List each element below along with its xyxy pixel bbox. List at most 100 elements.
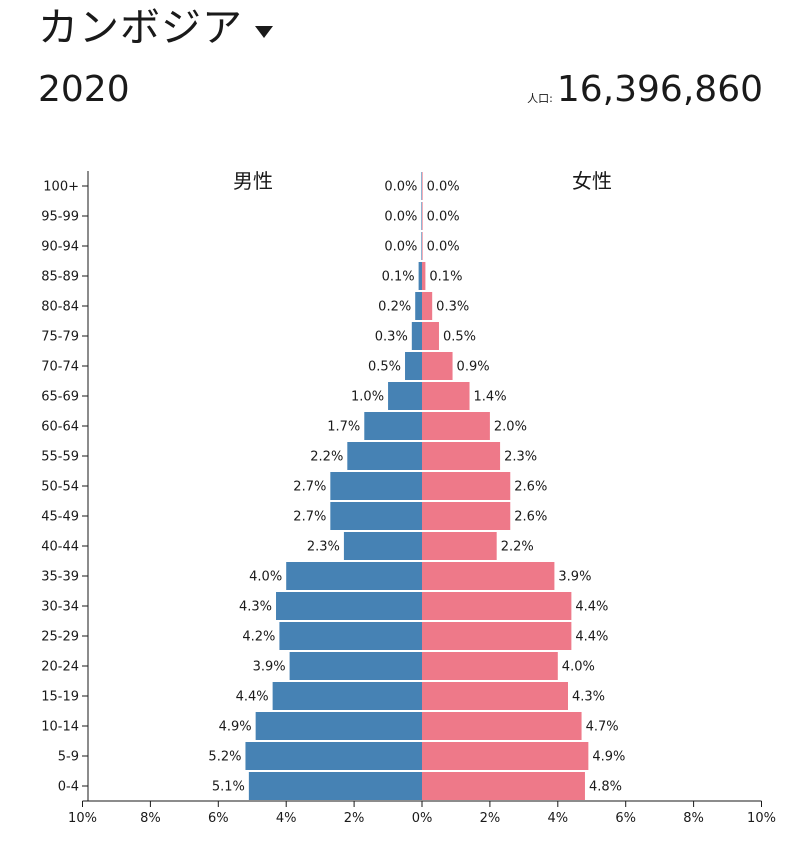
male-bar bbox=[248, 772, 422, 800]
age-group-label: 65-69 bbox=[41, 390, 79, 405]
age-group-label: 20-24 bbox=[41, 660, 79, 675]
female-legend-label: 女性 bbox=[572, 169, 612, 193]
age-group-label: 60-64 bbox=[41, 420, 79, 435]
x-tick-label: 4% bbox=[547, 811, 568, 826]
female-bar bbox=[422, 202, 423, 230]
male-value-label: 1.0% bbox=[351, 390, 384, 405]
male-bar bbox=[286, 562, 422, 590]
male-bar bbox=[272, 682, 422, 710]
male-bar bbox=[276, 592, 422, 620]
age-group-label: 75-79 bbox=[41, 330, 79, 345]
female-bar bbox=[422, 412, 490, 440]
male-value-label: 5.1% bbox=[212, 780, 245, 795]
male-value-label: 4.0% bbox=[249, 570, 282, 585]
male-bar bbox=[343, 532, 422, 560]
female-value-label: 4.4% bbox=[575, 600, 608, 615]
female-value-label: 2.6% bbox=[514, 480, 547, 495]
female-bar bbox=[422, 502, 511, 530]
x-tick-label: 6% bbox=[208, 811, 229, 826]
female-bar bbox=[422, 352, 453, 380]
male-value-label: 4.4% bbox=[236, 690, 269, 705]
female-value-label: 4.0% bbox=[562, 660, 595, 675]
female-value-label: 0.1% bbox=[429, 270, 462, 285]
male-value-label: 0.0% bbox=[384, 240, 417, 255]
male-bar bbox=[364, 412, 422, 440]
male-value-label: 4.3% bbox=[239, 600, 272, 615]
x-tick-label: 6% bbox=[615, 811, 636, 826]
female-value-label: 0.0% bbox=[427, 180, 460, 195]
male-bar bbox=[388, 382, 422, 410]
male-bar bbox=[330, 472, 422, 500]
female-value-label: 2.3% bbox=[504, 450, 537, 465]
age-group-label: 50-54 bbox=[41, 480, 79, 495]
age-group-label: 40-44 bbox=[41, 540, 79, 555]
male-bar bbox=[289, 652, 422, 680]
age-group-label: 100+ bbox=[43, 180, 79, 195]
female-value-label: 0.0% bbox=[427, 210, 460, 225]
female-bar bbox=[422, 472, 511, 500]
female-bar bbox=[422, 262, 426, 290]
female-bar bbox=[422, 592, 572, 620]
age-group-label: 70-74 bbox=[41, 360, 79, 375]
male-bar bbox=[418, 262, 422, 290]
female-bar bbox=[422, 322, 439, 350]
female-value-label: 2.6% bbox=[514, 510, 547, 525]
axes-layer: 0-4 5-9 10-14 15-19 20-24 25-29 30-34 35-39 40-4… bbox=[41, 171, 776, 826]
male-legend-label: 男性 bbox=[233, 169, 273, 193]
male-bar bbox=[411, 322, 422, 350]
male-bar bbox=[415, 292, 422, 320]
age-group-label: 25-29 bbox=[41, 630, 79, 645]
female-bar bbox=[422, 712, 582, 740]
female-bar bbox=[422, 442, 501, 470]
female-value-label: 4.3% bbox=[572, 690, 605, 705]
female-value-label: 3.9% bbox=[558, 570, 591, 585]
x-tick-label: 2% bbox=[344, 811, 365, 826]
female-bar bbox=[422, 382, 470, 410]
male-value-label: 0.3% bbox=[375, 330, 408, 345]
female-value-label: 4.4% bbox=[575, 630, 608, 645]
age-group-label: 0-4 bbox=[58, 780, 79, 795]
female-value-label: 4.9% bbox=[592, 750, 625, 765]
female-bar bbox=[422, 532, 497, 560]
male-value-label: 2.7% bbox=[293, 510, 326, 525]
female-value-label: 0.0% bbox=[427, 240, 460, 255]
male-bar bbox=[405, 352, 422, 380]
male-bar bbox=[347, 442, 422, 470]
female-bar bbox=[422, 652, 558, 680]
male-value-label: 5.2% bbox=[208, 750, 241, 765]
female-bar bbox=[422, 622, 572, 650]
country-dropdown-icon[interactable] bbox=[255, 26, 273, 38]
male-value-label: 2.3% bbox=[307, 540, 340, 555]
male-value-label: 0.5% bbox=[368, 360, 401, 375]
year-label: 2020 bbox=[38, 69, 130, 110]
male-bar bbox=[421, 202, 422, 230]
female-value-label: 2.0% bbox=[494, 420, 527, 435]
age-group-label: 80-84 bbox=[41, 300, 79, 315]
female-value-label: 2.2% bbox=[501, 540, 534, 555]
male-value-label: 2.7% bbox=[293, 480, 326, 495]
female-bar bbox=[422, 562, 555, 590]
female-value-label: 0.3% bbox=[436, 300, 469, 315]
age-group-label: 5-9 bbox=[58, 750, 79, 765]
male-bar bbox=[279, 622, 422, 650]
male-bar bbox=[421, 232, 422, 260]
x-tick-label: 8% bbox=[683, 811, 704, 826]
age-group-label: 45-49 bbox=[41, 510, 79, 525]
female-value-label: 1.4% bbox=[474, 390, 507, 405]
female-value-label: 4.8% bbox=[589, 780, 622, 795]
male-value-label: 0.2% bbox=[378, 300, 411, 315]
x-tick-label: 10% bbox=[68, 811, 97, 826]
male-value-label: 0.0% bbox=[384, 180, 417, 195]
population-value: 16,396,860 bbox=[556, 69, 763, 110]
age-group-label: 35-39 bbox=[41, 570, 79, 585]
x-tick-label: 2% bbox=[480, 811, 501, 826]
male-value-label: 0.1% bbox=[382, 270, 415, 285]
population-label: 人口: bbox=[527, 92, 553, 105]
male-value-label: 4.2% bbox=[242, 630, 275, 645]
age-group-label: 95-99 bbox=[41, 210, 79, 225]
male-value-label: 1.7% bbox=[327, 420, 360, 435]
male-bar bbox=[255, 712, 422, 740]
age-group-label: 55-59 bbox=[41, 450, 79, 465]
male-bar bbox=[245, 742, 422, 770]
